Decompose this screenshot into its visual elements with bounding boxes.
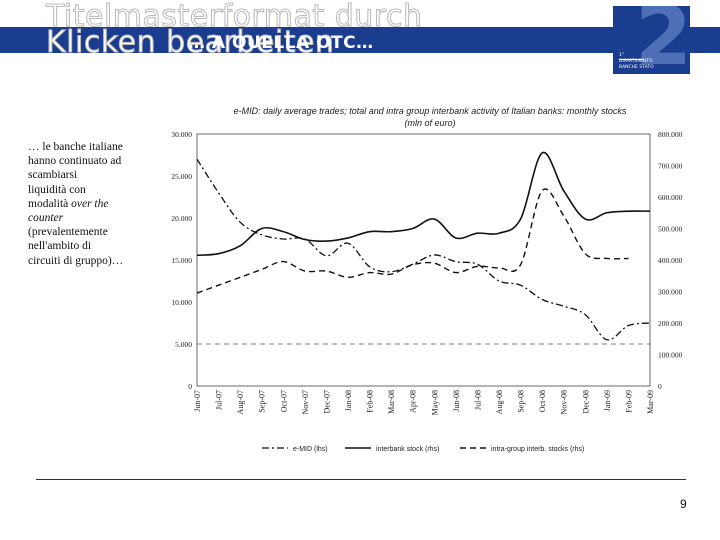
side-text-line: circuiti di gruppo)… — [28, 254, 124, 267]
left-tick-label: 25.000 — [171, 172, 192, 181]
footer-rule — [36, 479, 686, 480]
legend-label-3: intra-group interb. stocks (rhs) — [491, 446, 584, 453]
right-tick-label: 700.000 — [658, 162, 683, 171]
side-text-line: liquidità con — [28, 183, 86, 196]
x-tick-label: Oct-08 — [538, 390, 547, 412]
side-text-line: modalità over the — [28, 197, 109, 210]
series-line-3 — [196, 188, 629, 294]
side-text: … le banche italiane hanno continuato ad… — [28, 140, 156, 268]
x-tick-label: Mar-08 — [387, 390, 396, 414]
x-tick-label: Jul-07 — [215, 390, 224, 410]
side-text-line: scambiarsi — [28, 169, 78, 182]
logo-rule — [619, 59, 643, 60]
x-tick-label: Nov-08 — [560, 390, 569, 414]
right-tick-label: 500.000 — [658, 225, 683, 234]
x-tick-label: Jun-08 — [452, 390, 461, 412]
x-tick-label: Aug-07 — [236, 390, 245, 414]
logo-number: 2 — [634, 6, 690, 74]
right-tick-label: 400.000 — [658, 256, 683, 265]
x-tick-label: Dec-08 — [581, 390, 590, 414]
x-tick-label: May-08 — [430, 390, 439, 415]
right-tick-label: 300.000 — [658, 288, 683, 297]
x-tick-label: Jun-07 — [193, 390, 202, 412]
side-text-line: … le banche italiane — [28, 141, 123, 153]
x-tick-label: Jan-08 — [344, 390, 353, 411]
x-tick-label: Feb-08 — [366, 390, 375, 413]
x-tick-label: Aug-08 — [495, 390, 504, 414]
title-bar — [0, 27, 720, 53]
x-tick-label: Sep-07 — [258, 390, 267, 413]
series-line-1 — [196, 158, 651, 341]
x-tick-label: Sep-08 — [517, 390, 526, 413]
left-tick-label: 20.000 — [171, 214, 192, 223]
series-line-2 — [196, 151, 651, 257]
right-tick-label: 600.000 — [658, 193, 683, 202]
side-text-line: nell'ambito di — [28, 240, 92, 253]
side-text-line: (prevalentemente — [28, 226, 108, 239]
left-tick-label: 0 — [188, 382, 192, 391]
right-tick-label: 100.000 — [658, 351, 683, 360]
chart-title-line2: (mln of euro) — [404, 118, 456, 128]
left-tick-label: 15.000 — [171, 256, 192, 265]
right-tick-label: 200.000 — [658, 319, 683, 328]
left-tick-label: 30.000 — [171, 130, 192, 139]
chart-title: e-MID: daily average trades; total and i… — [150, 105, 710, 129]
logo: 2 1° DIPARTIMENTO BANCHE STATO — [613, 6, 690, 74]
plot-frame — [196, 133, 651, 387]
x-tick-label: Dec-07 — [322, 390, 331, 414]
right-tick-label: 800.000 — [658, 130, 683, 139]
side-text-italic: over the — [71, 197, 109, 210]
left-tick-label: 5.000 — [175, 340, 192, 349]
x-tick-label: Feb-09 — [624, 390, 633, 413]
logo-caption: 1° DIPARTIMENTO BANCHE STATO — [619, 53, 654, 70]
page-number: 9 — [680, 497, 687, 511]
left-tick-label: 10.000 — [171, 298, 192, 307]
legend-label-1: e-MID (lhs) — [293, 446, 328, 453]
x-tick-label: Nov-07 — [301, 390, 310, 414]
x-tick-label: Apr-08 — [409, 390, 418, 413]
x-tick-label: Mar-09 — [646, 390, 655, 414]
x-tick-label: Oct-07 — [279, 390, 288, 412]
side-text-line: hanno continuato ad — [28, 155, 122, 168]
chart-title-line1: e-MID: daily average trades; total and i… — [233, 106, 627, 116]
x-tick-label: Jan-09 — [603, 390, 612, 411]
side-text-line: counter — [28, 212, 64, 225]
legend-label-2: interbank stock (rhs) — [376, 446, 439, 453]
x-tick-label: Jul-08 — [473, 390, 482, 410]
right-tick-label: 0 — [658, 382, 662, 391]
line-chart: 0 5.000 10.000 15.000 20.000 25.000 30.000 0 100… — [171, 130, 683, 453]
slide-title: … A QUELLA OTC… — [188, 33, 374, 53]
